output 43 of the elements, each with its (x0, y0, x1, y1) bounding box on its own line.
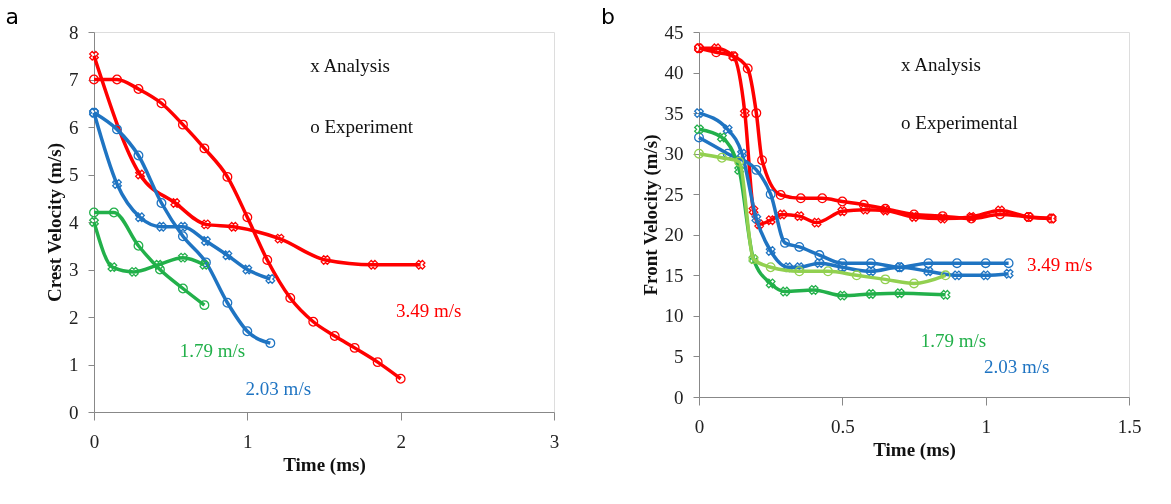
y-tick-label: 7 (69, 69, 79, 90)
x-tick-label: 1 (981, 415, 991, 437)
x-tick-label: 0 (89, 430, 100, 452)
x-tick-label: 3 (549, 430, 560, 452)
y-tick-label: 20 (664, 224, 684, 246)
series-label: 1.79 m/s (920, 329, 987, 351)
y-tick-label: 30 (664, 143, 684, 165)
chart-title: b (601, 4, 615, 29)
y-tick-label: 8 (69, 21, 79, 43)
y-tick-label: 40 (664, 62, 684, 84)
annotation: o Experiment (310, 116, 414, 137)
text: 1.79 m/s (179, 340, 246, 362)
y-tick-label: 0 (674, 386, 684, 408)
y-tick-label: 5 (674, 345, 684, 367)
y-tick-label: 15 (664, 264, 684, 286)
annotation: x Analysis (901, 53, 981, 75)
y-tick-label: 2 (69, 306, 79, 328)
y-tick-label: 35 (664, 102, 684, 124)
series-label: 3.49 m/s (395, 299, 462, 321)
series-label: 3.49 m/s (1026, 253, 1093, 275)
x-tick-label: 1 (243, 430, 253, 452)
x-axis-title: Time (ms) (873, 438, 956, 461)
y-tick-label: 4 (69, 211, 79, 233)
chart-title: a (5, 4, 19, 29)
annotation: o Experimental (901, 112, 1018, 134)
y-tick-label: 25 (664, 183, 684, 205)
x-tick-label: 1.5 (1117, 415, 1142, 437)
y-tick-label: 6 (69, 116, 79, 138)
x-axis-title: Time (ms) (283, 453, 366, 476)
y-axis-title: Front Velocity (m/s) (639, 134, 662, 296)
x-tick-label: 0 (694, 415, 705, 437)
y-tick-label: 5 (69, 164, 79, 185)
y-tick-label: 10 (664, 305, 684, 327)
y-tick-label: 1 (69, 354, 79, 375)
y-tick-label: 0 (69, 401, 79, 423)
y-tick-label: 45 (664, 21, 684, 43)
x-tick-label: 0.5 (830, 415, 855, 437)
y-axis-title: Crest Velocity (m/s) (44, 142, 66, 303)
y-tick-label: 3 (69, 259, 79, 280)
annotation: x Analysis (310, 55, 390, 77)
text: 2.03 m/s (983, 355, 1050, 377)
text: 2.03 m/s (245, 378, 312, 400)
x-tick-label: 2 (396, 430, 406, 452)
